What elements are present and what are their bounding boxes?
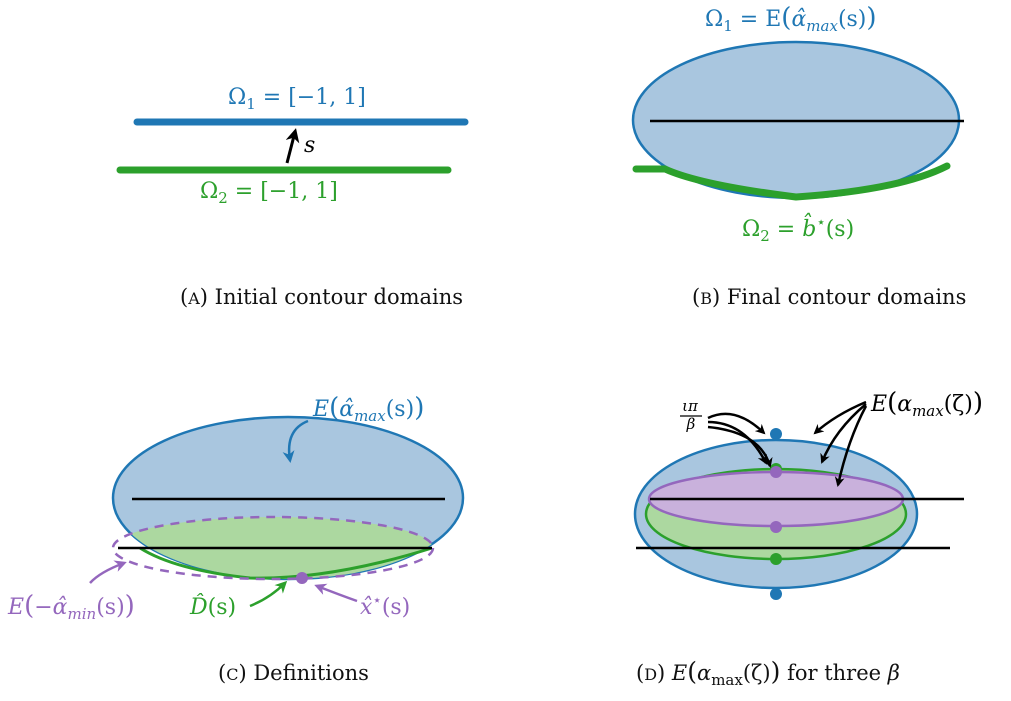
omega2-label: Ω2 = b̂⋆(s): [742, 213, 854, 245]
pole-blue-bottom: [770, 588, 782, 600]
caption-a: (A) Initial contour domains: [180, 285, 463, 309]
pole-green-bottom: [770, 553, 782, 565]
frac-arrow-3: [707, 425, 773, 468]
e-min-arrow: [89, 560, 127, 584]
e-max-arrow: [282, 419, 309, 463]
frac-numerator: ιπ: [682, 397, 699, 415]
e-arrow-2: [820, 403, 867, 464]
e-arrow-1: [813, 400, 867, 435]
d-label: D̂(s): [189, 594, 236, 620]
x-star-arrow: [314, 583, 358, 603]
x-star-point: [296, 572, 308, 584]
omega2-contour: [632, 162, 951, 201]
caption-c: (C) Definitions: [218, 661, 369, 685]
pole-purple-top: [770, 466, 782, 478]
panel-b: Ω1 = E(α̂max(s)) Ω2 = b̂⋆(s) (B) Final c…: [631, 3, 966, 309]
s-arrow: [285, 128, 300, 164]
panel-a: Ω1 = [−1, 1] s Ω2 = [−1, 1] (A) Initial …: [116, 85, 469, 309]
caption-d: (D) E(αmax(ζ)) for three β: [636, 657, 900, 689]
panel-d: ιπ β E(αmax(ζ)) (D) E(αmax(ζ)) for three…: [633, 388, 983, 689]
e-arrow-3: [834, 405, 868, 487]
e-min-label: E(−α̂min(s)): [7, 591, 135, 623]
frac-arrow-1: [707, 412, 766, 435]
s-label: s: [304, 133, 315, 158]
panel-c: E(α̂max(s)) E(−α̂min(s)) D̂(s) x̂⋆(s) (C…: [7, 393, 465, 685]
omega2-label: Ω2 = [−1, 1]: [200, 179, 338, 207]
e-max-label: E(α̂max(s)): [312, 393, 424, 425]
caption-b: (B) Final contour domains: [692, 285, 966, 309]
omega1-label: Ω1 = [−1, 1]: [228, 85, 366, 113]
frac-denominator: β: [686, 415, 696, 433]
d-arrow: [249, 580, 288, 608]
frac-arrow-2: [707, 420, 768, 465]
x-star-label: x̂⋆(s): [360, 591, 410, 620]
e-alpha-label: E(αmax(ζ)): [870, 388, 983, 420]
omega1-label: Ω1 = E(α̂max(s)): [705, 3, 877, 35]
pole-blue-top: [770, 428, 782, 440]
pole-purple-bottom: [770, 521, 782, 533]
e-min-ellipse: [111, 515, 435, 581]
